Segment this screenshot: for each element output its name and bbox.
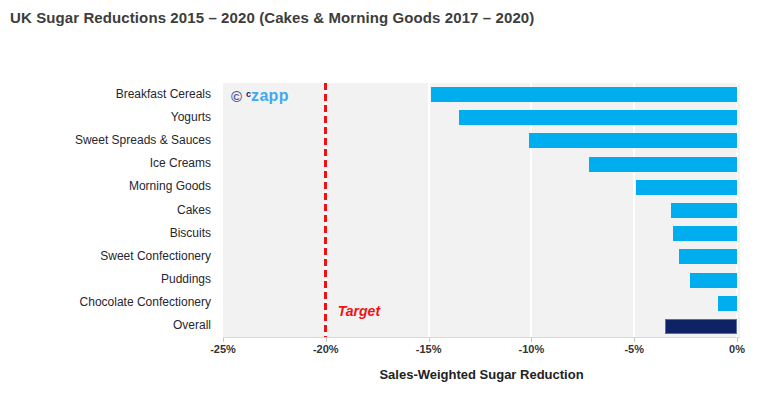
x-tick-label: -20% bbox=[296, 343, 356, 355]
category-label: Sweet Confectionery bbox=[0, 249, 217, 263]
category-label: Yogurts bbox=[0, 110, 217, 124]
bar-cakes bbox=[671, 203, 737, 218]
bar-breakfast-cereals bbox=[431, 87, 737, 102]
x-tick-label: -5% bbox=[604, 343, 664, 355]
category-label: Biscuits bbox=[0, 226, 217, 240]
x-tick-label: 0% bbox=[707, 343, 767, 355]
bar-puddings bbox=[690, 273, 737, 288]
y-axis-category-labels: Breakfast Cereals Yogurts Sweet Spreads & … bbox=[0, 83, 217, 338]
plot-area: Target ©czapp bbox=[223, 83, 740, 338]
bar-yogurts bbox=[459, 110, 737, 125]
category-label: Sweet Spreads & Sauces bbox=[0, 133, 217, 147]
x-tick-label: -25% bbox=[193, 343, 253, 355]
tick-mark--5% bbox=[634, 338, 635, 342]
tick-mark-0% bbox=[737, 338, 738, 342]
category-label: Breakfast Cereals bbox=[0, 87, 217, 101]
category-label: Ice Creams bbox=[0, 156, 217, 170]
gridline--15% bbox=[428, 83, 430, 337]
copyright-icon: © bbox=[231, 88, 242, 105]
category-label: Morning Goods bbox=[0, 179, 217, 193]
bar-overall bbox=[665, 319, 737, 334]
chart-container: UK Sugar Reductions 2015 – 2020 (Cakes &… bbox=[0, 0, 778, 413]
tick-mark--10% bbox=[531, 338, 532, 342]
tick-mark--20% bbox=[326, 338, 327, 342]
category-label: Puddings bbox=[0, 272, 217, 286]
bar-ice-creams bbox=[589, 157, 737, 172]
category-label: Cakes bbox=[0, 203, 217, 217]
category-label: Chocolate Confectionery bbox=[0, 295, 217, 309]
tick-mark--25% bbox=[223, 338, 224, 342]
tick-mark--15% bbox=[429, 338, 430, 342]
target-line bbox=[324, 83, 327, 337]
x-axis-title: Sales-Weighted Sugar Reduction bbox=[223, 367, 740, 382]
bar-biscuits bbox=[673, 226, 737, 241]
target-label: Target bbox=[338, 303, 380, 319]
bar-sweet-spreads-sauces bbox=[529, 133, 737, 148]
x-axis-tick-labels: -25%-20%-15%-10%-5%0% bbox=[223, 343, 740, 359]
x-tick-label: -10% bbox=[501, 343, 561, 355]
chart-title: UK Sugar Reductions 2015 – 2020 (Cakes &… bbox=[10, 9, 770, 26]
czapp-logo: ©czapp bbox=[231, 87, 289, 105]
bar-morning-goods bbox=[636, 180, 737, 195]
x-tick-label: -15% bbox=[399, 343, 459, 355]
category-label: Overall bbox=[0, 318, 217, 332]
bar-sweet-confectionery bbox=[679, 249, 737, 264]
logo-brand-text: zapp bbox=[251, 87, 289, 104]
bar-chocolate-confectionery bbox=[718, 296, 737, 311]
